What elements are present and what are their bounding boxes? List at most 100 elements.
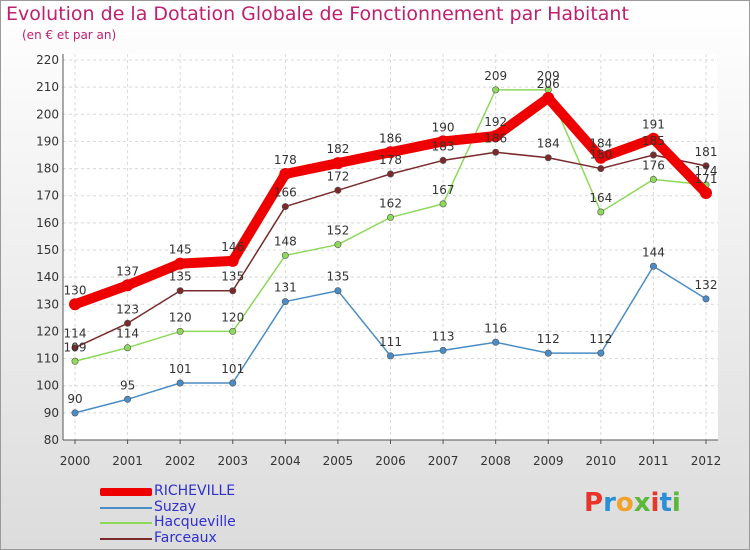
data-point <box>439 346 447 354</box>
data-label: 101 <box>221 362 244 376</box>
legend-swatch-richeville <box>100 488 152 496</box>
data-point <box>384 146 397 159</box>
data-label: 176 <box>642 158 665 172</box>
y-tick-label: 170 <box>36 189 59 203</box>
data-point <box>542 92 555 104</box>
data-point <box>489 130 502 142</box>
data-point <box>437 135 450 148</box>
data-point <box>229 327 237 335</box>
data-label: 120 <box>221 310 244 324</box>
data-point <box>229 287 237 295</box>
data-label: 145 <box>169 243 192 257</box>
y-tick-label: 80 <box>44 433 59 447</box>
data-point <box>649 175 657 183</box>
data-point <box>281 298 289 306</box>
data-label: 112 <box>589 332 612 346</box>
data-point <box>597 208 605 216</box>
data-label: 132 <box>695 278 718 292</box>
data-label: 146 <box>221 240 244 254</box>
data-label: 206 <box>537 77 560 91</box>
data-label: 131 <box>274 281 297 295</box>
data-label: 186 <box>484 131 507 145</box>
data-label: 190 <box>432 120 455 134</box>
data-point <box>594 151 607 164</box>
data-label: 112 <box>537 332 560 346</box>
proxiti-logo: Proxiti <box>584 488 681 518</box>
data-label: 120 <box>169 310 192 324</box>
data-point <box>702 162 710 170</box>
chart-title: Evolution de la Dotation Globale de Fonc… <box>6 3 629 25</box>
data-label: 101 <box>169 362 192 376</box>
data-point <box>71 409 79 417</box>
x-tick-label: 2007 <box>428 454 459 468</box>
x-tick-label: 2010 <box>586 454 617 468</box>
data-point <box>439 200 447 208</box>
x-tick-label: 2006 <box>375 454 406 468</box>
logo-letter: P <box>584 488 604 518</box>
logo-letter: i <box>650 488 660 518</box>
data-label: 135 <box>221 270 244 284</box>
legend-swatch-hacqueville <box>100 522 152 524</box>
data-point <box>649 262 657 270</box>
data-label: 178 <box>274 153 297 167</box>
data-label: 135 <box>326 270 349 284</box>
x-tick-label: 2011 <box>638 454 669 468</box>
x-tick-label: 2005 <box>323 454 354 468</box>
data-point <box>700 187 712 199</box>
data-point <box>492 86 500 94</box>
legend-label-farceaux: Farceaux <box>154 529 217 546</box>
logo-letter: r <box>603 488 616 518</box>
y-tick-label: 100 <box>36 379 59 393</box>
data-label: 191 <box>642 118 665 132</box>
x-tick-label: 2004 <box>270 454 301 468</box>
data-point <box>331 157 344 170</box>
data-label: 113 <box>432 329 455 343</box>
data-label: 130 <box>64 283 87 297</box>
data-point <box>174 257 187 270</box>
data-point <box>176 379 184 387</box>
data-label: 186 <box>379 131 402 145</box>
y-tick-label: 190 <box>36 134 59 148</box>
y-tick-label: 120 <box>36 324 59 338</box>
data-point <box>492 148 500 156</box>
data-point <box>334 186 342 194</box>
data-label: 95 <box>120 378 135 392</box>
x-tick-label: 2002 <box>165 454 196 468</box>
y-tick-label: 220 <box>36 53 59 67</box>
data-label: 166 <box>274 186 297 200</box>
data-label: 135 <box>169 270 192 284</box>
y-tick-label: 130 <box>36 297 59 311</box>
data-point <box>71 344 79 352</box>
data-point <box>124 395 132 403</box>
data-point <box>544 349 552 357</box>
data-label: 148 <box>274 234 297 248</box>
data-point <box>334 287 342 295</box>
data-label: 123 <box>116 302 139 316</box>
data-point <box>386 352 394 360</box>
data-point <box>71 357 79 365</box>
x-tick-label: 2008 <box>480 454 511 468</box>
data-label: 192 <box>484 115 507 129</box>
data-point <box>597 349 605 357</box>
data-label: 181 <box>695 145 718 159</box>
logo-letter: t <box>659 488 672 518</box>
data-label: 90 <box>67 392 82 406</box>
data-point <box>279 168 292 180</box>
data-label: 183 <box>432 139 455 153</box>
data-label: 114 <box>116 327 139 341</box>
data-point <box>124 319 132 327</box>
data-label: 209 <box>484 69 507 83</box>
data-label: 184 <box>589 137 612 151</box>
data-point <box>281 251 289 259</box>
data-label: 152 <box>326 224 349 238</box>
y-tick-label: 150 <box>36 243 59 257</box>
y-tick-label: 160 <box>36 216 59 230</box>
data-label: 144 <box>642 245 665 259</box>
data-label: 185 <box>642 134 665 148</box>
data-label: 180 <box>589 148 612 162</box>
data-point <box>544 154 552 162</box>
logo-letter: o <box>615 488 634 518</box>
legend-label-hacqueville: Hacqueville <box>154 514 236 530</box>
data-label: 182 <box>326 142 349 156</box>
